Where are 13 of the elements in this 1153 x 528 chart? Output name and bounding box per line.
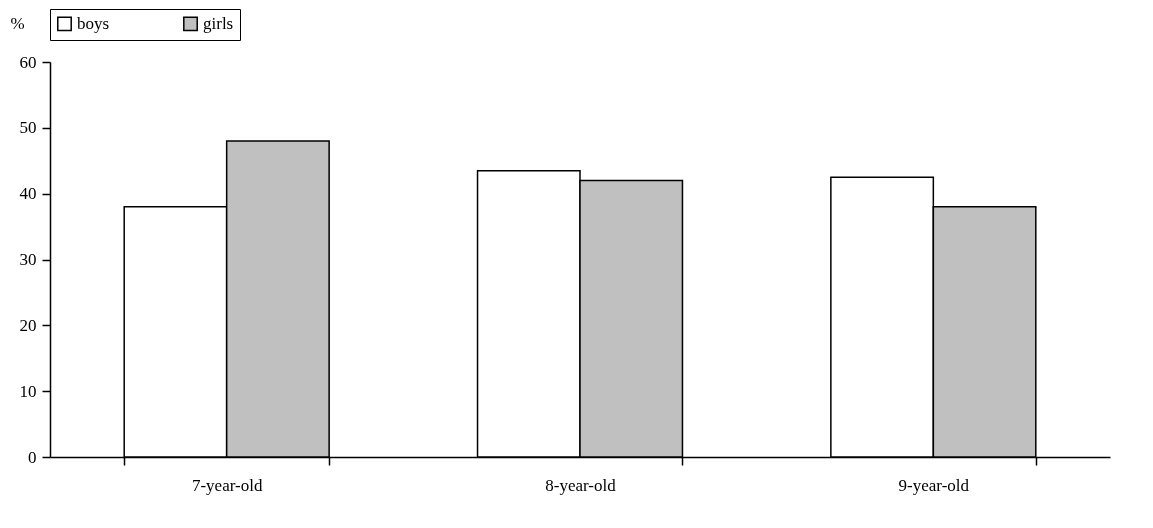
y-tick-label: 60	[19, 52, 37, 72]
y-tick-label: 30	[19, 250, 37, 269]
y-axis-title: %	[10, 13, 25, 33]
x-tick-label: 8-year-old	[545, 475, 617, 495]
y-tick-label: 0	[28, 447, 37, 467]
y-tick-label: 10	[19, 381, 37, 401]
legend-label: boys	[77, 13, 110, 33]
y-tick-label: 40	[19, 184, 37, 204]
y-tick-label: 20	[19, 315, 37, 335]
x-tick-label: 7-year-old	[191, 475, 263, 495]
x-tick-label: 9-year-old	[898, 475, 970, 495]
y-tick-label: 50	[19, 118, 37, 138]
legend-label: girls	[203, 13, 234, 33]
